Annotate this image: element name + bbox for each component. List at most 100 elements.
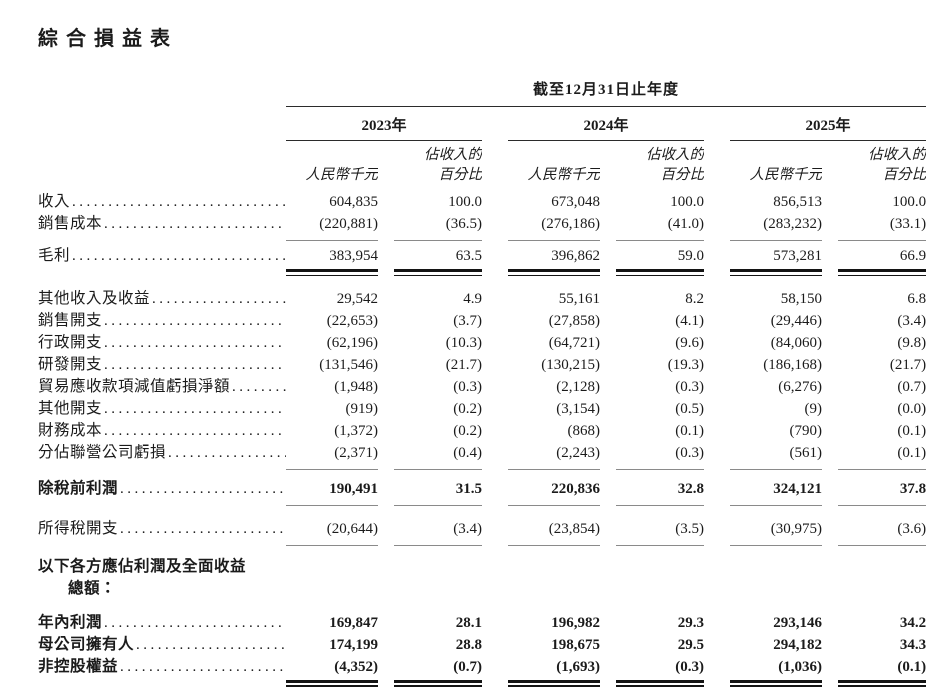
column-gap (704, 634, 730, 656)
column-gap (378, 354, 394, 376)
cell-percent: 4.9 (463, 291, 482, 307)
column-gap (600, 634, 616, 656)
column-gap (704, 442, 730, 470)
table-body: 收入......................................… (38, 191, 927, 687)
double-rule-thin (394, 685, 482, 687)
column-gap (600, 506, 616, 546)
column-gap (822, 678, 838, 687)
cell-percent: 8.2 (685, 291, 704, 307)
double-rule-thin (616, 274, 704, 276)
row-label-text: 行政開支 (38, 334, 103, 351)
percent-header-line1: 佔收入的 (424, 147, 482, 163)
column-gap (482, 310, 508, 332)
table-row: 所得稅開支 ..................................… (38, 505, 927, 546)
column-gap (378, 332, 394, 354)
double-rule (394, 678, 482, 687)
column-gap (822, 332, 838, 354)
percent-header-line1: 佔收入的 (646, 147, 704, 163)
cell-percent: 28.1 (455, 614, 482, 631)
column-gap (600, 420, 616, 442)
cell-percent: (41.0) (616, 213, 704, 241)
cell-amount: 174,199 (329, 636, 378, 653)
column-gap (704, 267, 730, 276)
double-rule-thin (508, 685, 600, 687)
cell-percent: (0.4) (394, 442, 482, 470)
dot-leader: ........................................… (104, 313, 286, 329)
row-label-text: 除稅前利潤 (38, 480, 119, 497)
cell-amount: (9) (804, 401, 823, 417)
table-row: 研發開支 ...................................… (38, 354, 926, 376)
table-row: 銷售成本 ...................................… (38, 213, 927, 241)
total-rule-row (38, 678, 927, 687)
table-row: 毛利......................................… (38, 241, 926, 268)
percent-header: 佔收入的 百分比 (394, 141, 482, 192)
cell-percent: (0.7) (897, 379, 927, 395)
column-gap (600, 141, 616, 192)
column-gap (482, 634, 508, 656)
dot-leader: ........................................… (104, 401, 286, 417)
column-gap (822, 310, 838, 332)
cell-amount: (1,948) (334, 379, 378, 395)
cell-percent (616, 546, 704, 600)
column-gap (822, 656, 838, 678)
row-label: 貿易應收款項減值虧損淨額............................… (38, 376, 286, 398)
cell-amount (508, 546, 600, 600)
column-gap (600, 276, 616, 310)
column-gap (378, 191, 394, 213)
cell-percent: 29.3 (677, 614, 704, 631)
column-gap (600, 470, 616, 506)
cell-percent: (0.3) (616, 442, 704, 470)
cell-amount: (790) (789, 423, 823, 439)
double-rule-thin (286, 274, 378, 276)
cell-amount: (23,854) (508, 505, 600, 546)
cell-percent: (0.7) (453, 658, 482, 675)
row-label-line: 除稅前利潤 ..................................… (38, 478, 286, 500)
cell-amount: 196,982 (551, 614, 600, 631)
column-gap (482, 376, 508, 398)
period-header: 截至12月31日止年度 (286, 73, 927, 107)
table-row: 行政開支 ...................................… (38, 332, 926, 354)
column-gap (704, 332, 730, 354)
spacer-cell (38, 141, 286, 192)
spacer-cell (38, 678, 286, 687)
percent-header-line2: 百分比 (882, 167, 927, 183)
cell-percent (394, 546, 482, 600)
column-gap (378, 398, 394, 420)
column-gap (822, 546, 838, 600)
row-label-line: 銷售成本 ...................................… (38, 213, 286, 235)
double-rule-thin (286, 685, 378, 687)
row-label-text: 收入 (38, 193, 71, 210)
cell-percent: (0.1) (675, 423, 704, 439)
cell-percent: (0.3) (453, 379, 482, 395)
cell-amount: (868) (567, 423, 601, 439)
cell-amount: (20,644) (286, 505, 378, 546)
cell-amount: 294,182 (773, 636, 822, 653)
column-gap (822, 276, 838, 310)
dot-leader: ........................................… (104, 423, 286, 439)
column-gap (600, 191, 616, 213)
cell-amount: 190,491 (286, 469, 378, 506)
column-gap (482, 398, 508, 420)
row-label: 行政開支 ...................................… (38, 332, 286, 354)
cell-amount: (62,196) (326, 335, 378, 351)
column-gap (482, 546, 508, 600)
cell-amount: 55,161 (558, 291, 600, 307)
column-gap (600, 656, 616, 678)
table-row: 收入......................................… (38, 191, 926, 213)
cell-amount (286, 546, 378, 600)
double-rule (838, 678, 927, 687)
cell-amount: (2,371) (286, 442, 378, 470)
row-label-text: 財務成本 (38, 422, 103, 439)
row-label: 所得稅開支 ..................................… (38, 506, 286, 546)
row-label-line: 年內利潤 ...................................… (38, 612, 286, 634)
dot-leader: ........................................… (120, 481, 286, 497)
column-gap (822, 420, 838, 442)
table-row: 年內利潤 ...................................… (38, 600, 926, 634)
row-label-text: 其他開支 (38, 400, 103, 417)
column-gap (704, 678, 730, 687)
column-gap (600, 213, 616, 241)
column-gap (704, 310, 730, 332)
double-rule-thick (730, 269, 822, 272)
table-row: 財務成本 ...................................… (38, 420, 926, 442)
